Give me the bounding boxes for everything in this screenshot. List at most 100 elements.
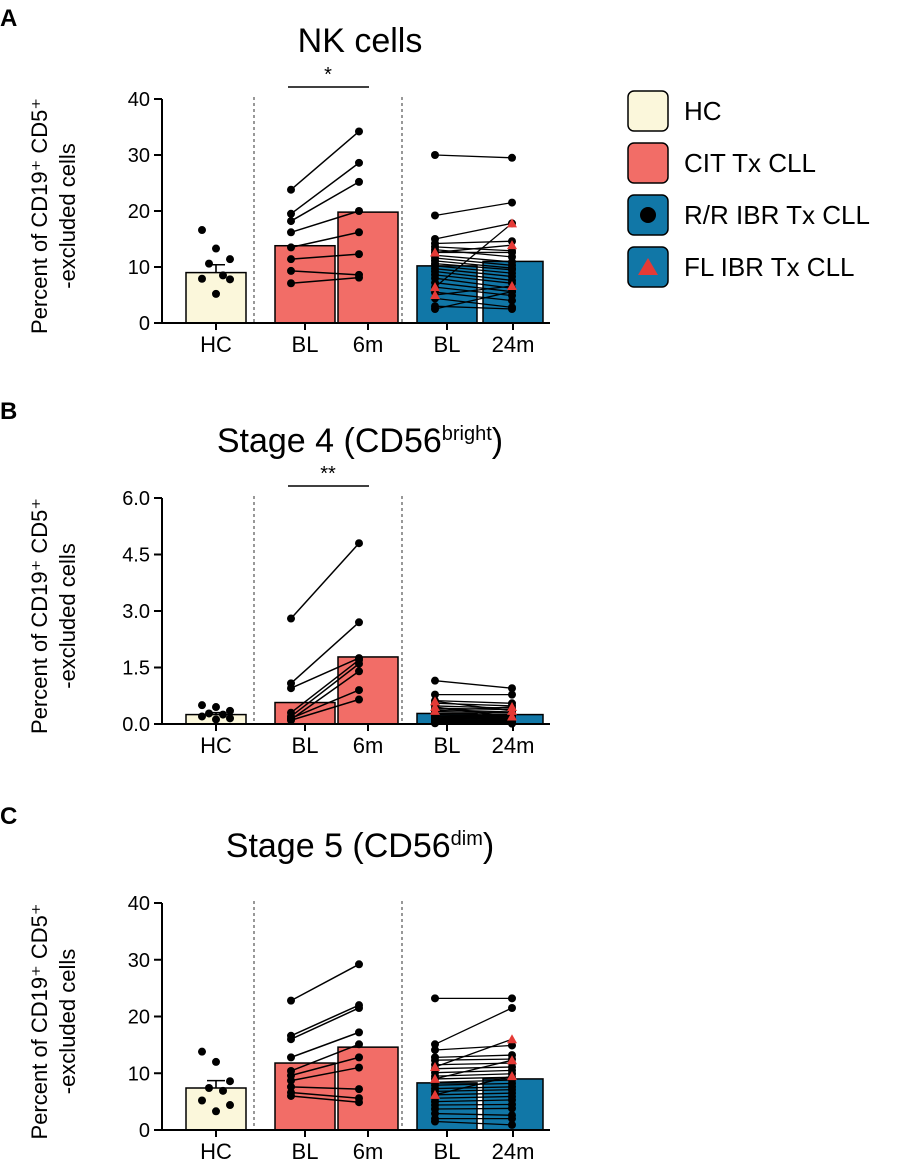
y-axis-label-line1: Percent of CD19⁺ CD5⁺	[27, 98, 52, 334]
paired-line-ibr	[434, 1076, 513, 1080]
bar-2	[337, 211, 399, 324]
data-point-fl-24m	[507, 702, 517, 712]
legend-label: HC	[684, 96, 722, 126]
legend-label: CIT Tx CLL	[684, 148, 816, 178]
data-point-cit-6m	[355, 659, 363, 668]
paired-line-ibr	[434, 1079, 513, 1083]
data-point-hc	[212, 1107, 220, 1116]
paired-line-fl	[434, 1059, 513, 1080]
x-tick-label: HC	[200, 332, 232, 357]
paired-line-cit	[290, 162, 360, 215]
chart-title: Stage 5 (CD56dim)	[226, 827, 494, 865]
data-point-cit-6m	[355, 618, 363, 627]
paired-line-ibr	[434, 702, 513, 707]
data-point-fl-bl	[430, 1062, 440, 1072]
y-tick-label: 40	[128, 893, 150, 915]
x-tick-label: BL	[292, 1139, 319, 1163]
paired-line-ibr	[434, 715, 513, 718]
y-tick-label: 20	[128, 201, 150, 223]
paired-line-fl	[434, 244, 513, 254]
data-point-cit-6m	[355, 177, 363, 186]
panel-B: B Stage 4 (CD56bright) Percent of CD19⁺ CD…	[0, 398, 550, 758]
panel-C: C Stage 5 (CD56dim) Percent of CD19⁺ CD5⁺ -…	[0, 803, 550, 1163]
x-tick-label: BL	[292, 332, 319, 357]
chart-title-suffix: )	[492, 422, 503, 460]
data-point-cit-bl	[287, 279, 295, 288]
data-point-cit-6m	[355, 158, 363, 167]
data-point-fl-24m	[507, 711, 517, 721]
paired-line-cit	[290, 1091, 360, 1099]
paired-line-ibr	[434, 715, 513, 718]
data-point-cit-6m	[355, 1063, 363, 1072]
data-point-cit-6m	[355, 250, 363, 259]
data-point-fl-24m	[507, 1034, 517, 1044]
y-tick-label: 30	[128, 950, 150, 972]
data-point-cit-bl	[287, 1091, 295, 1100]
x-tick-label: HC	[200, 1139, 232, 1163]
data-point-cit-6m	[355, 1040, 363, 1049]
panel-A: A NK cells Percent of CD19⁺ CD5⁺ -excluded …	[0, 5, 550, 357]
data-point-hc	[212, 289, 220, 298]
paired-line-cit	[290, 659, 360, 714]
paired-line-cit	[290, 663, 360, 718]
y-tick-label: 0	[139, 313, 150, 335]
paired-line-ibr	[434, 291, 513, 310]
paired-line-cit	[290, 1004, 360, 1037]
data-point-fl-24m	[507, 240, 517, 250]
paired-line-ibr	[434, 277, 513, 289]
data-point-hc	[226, 1101, 234, 1110]
y-tick-label: 3.0	[122, 601, 150, 623]
data-point-ibr-24m	[508, 1104, 516, 1113]
data-point-cit-bl	[287, 185, 295, 194]
y-tick-label: 10	[128, 1063, 150, 1085]
bar-2	[337, 656, 399, 725]
paired-line-fl	[434, 1038, 513, 1068]
y-tick-label: 1.5	[122, 658, 150, 680]
data-point-ibr-24m	[508, 305, 516, 313]
data-point-fl-bl	[430, 290, 440, 299]
paired-line-cit	[290, 1086, 360, 1090]
y-axis-label-line2: -excluded cells	[55, 143, 80, 289]
data-point-ibr-bl	[431, 994, 439, 1003]
paired-line-ibr	[434, 712, 513, 715]
paired-line-cit	[290, 621, 360, 684]
paired-line-ibr	[434, 254, 513, 263]
paired-line-ibr	[434, 1092, 513, 1096]
paired-line-ibr	[434, 1095, 513, 1099]
data-point-hc	[198, 712, 206, 721]
paired-line-ibr	[434, 257, 513, 266]
data-point-hc	[212, 1057, 220, 1066]
legend-circle-marker	[640, 207, 656, 223]
data-point-ibr-24m	[508, 153, 516, 162]
legend-label: R/R IBR Tx CLL	[684, 200, 870, 230]
paired-line-fl	[434, 706, 513, 712]
data-point-fl-bl	[430, 247, 440, 257]
paired-line-fl	[434, 706, 513, 718]
data-point-fl-24m	[507, 1071, 517, 1081]
paired-line-ibr	[434, 262, 513, 271]
x-tick-label: 24m	[492, 1139, 535, 1163]
paired-line-fl	[434, 285, 513, 296]
legend-triangle-marker	[638, 258, 658, 275]
y-tick-label: 10	[128, 257, 150, 279]
data-point-hc	[205, 709, 213, 718]
data-point-ibr-bl	[431, 211, 439, 220]
paired-line-ibr	[434, 282, 513, 293]
data-point-cit-6m	[355, 273, 363, 282]
paired-line-ibr	[434, 240, 513, 245]
y-axis-label-line1: Percent of CD19⁺ CD5⁺	[27, 498, 52, 734]
data-point-cit-bl	[287, 1053, 295, 1062]
x-tick-label: 6m	[353, 1139, 384, 1163]
data-point-cit-6m	[355, 1098, 363, 1107]
data-point-fl-bl	[430, 282, 440, 292]
y-tick-label: 40	[128, 89, 150, 111]
chart-title-superscript: bright	[442, 423, 492, 445]
data-point-hc	[219, 271, 227, 280]
y-axis-label-line2: -excluded cells	[55, 543, 80, 689]
paired-line-ibr	[434, 1007, 513, 1045]
paired-line-ibr	[434, 222, 513, 240]
paired-line-cit	[290, 1056, 360, 1077]
chart-title: NK cells	[298, 22, 423, 60]
paired-line-cit	[290, 657, 360, 689]
